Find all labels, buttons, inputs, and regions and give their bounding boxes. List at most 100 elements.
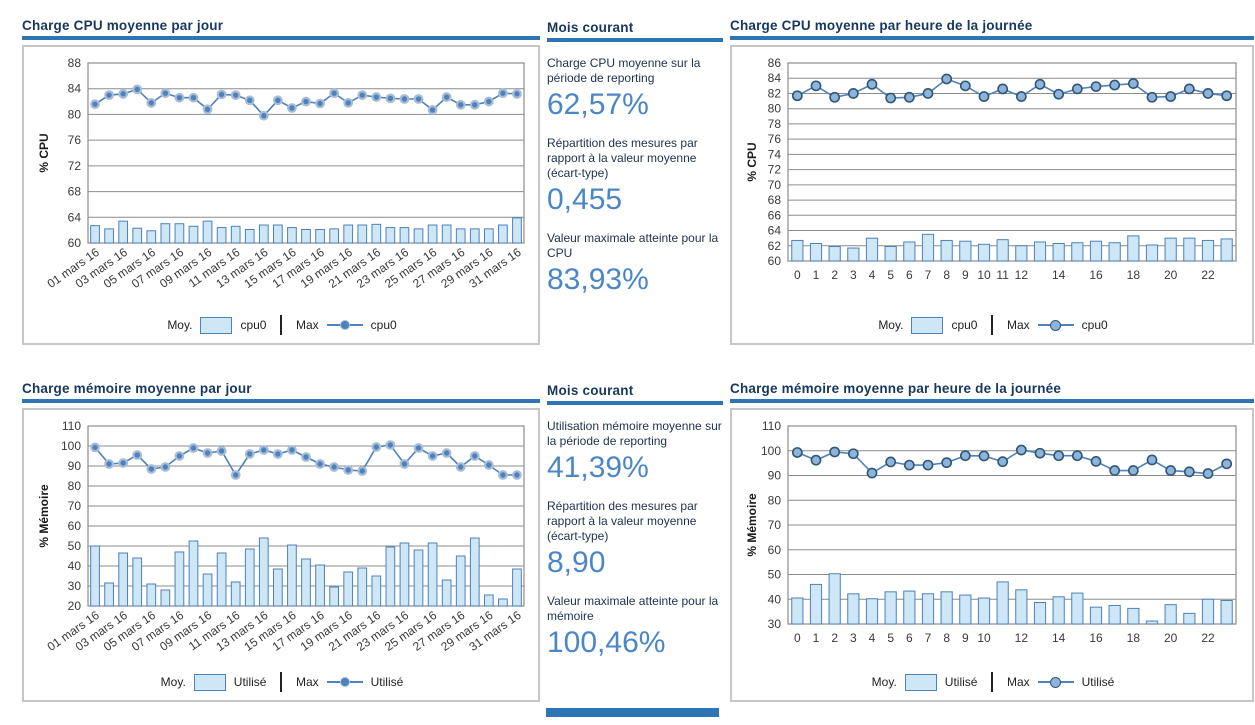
stat-value: 62,57% xyxy=(547,88,649,121)
section-cpu-hourly: Charge CPU moyenne par heure de la journ… xyxy=(730,18,1254,345)
svg-text:50: 50 xyxy=(68,539,82,553)
stat-label: Valeur maximale atteinte pour la mémoire xyxy=(547,594,719,623)
chart-box-cpu-daily: 60 64 68 72 76 80 84 88% CPU 01 mars 16 03 mars 1… xyxy=(22,45,540,345)
legend-avg-label: Moy. xyxy=(167,318,193,332)
section-cpu-daily: Charge CPU moyenne par jour 60 64 68 72 76 80… xyxy=(22,18,540,345)
svg-text:12: 12 xyxy=(1015,268,1029,282)
legend-max-series: Utilisé xyxy=(370,675,404,689)
svg-text:50: 50 xyxy=(768,568,782,582)
svg-text:110: 110 xyxy=(762,419,781,433)
legend-avg-series: Utilisé xyxy=(233,675,267,689)
legend-separator xyxy=(280,315,282,335)
legend-avg-series: Utilisé xyxy=(944,675,978,689)
legend-separator xyxy=(280,672,282,692)
chart-box-cpu-hourly: 60 62 64 66 68 70 72 74 76 78 80 82 84 86% CPU 0 1 2 3 4 5 6… xyxy=(730,45,1254,345)
svg-text:20: 20 xyxy=(68,599,82,613)
svg-text:18: 18 xyxy=(1127,631,1141,645)
svg-text:% Mémoire: % Mémoire xyxy=(745,493,759,557)
legend-max-label: Max xyxy=(295,675,319,689)
stats-panel-memory: Mois courant Utilisation mémoire moyenne… xyxy=(547,381,723,660)
stat-label: Charge CPU moyenne sur la période de rep… xyxy=(547,56,701,85)
svg-text:62: 62 xyxy=(768,239,782,253)
svg-text:84: 84 xyxy=(768,71,782,85)
svg-text:3: 3 xyxy=(850,268,857,282)
stats-title: Mois courant xyxy=(547,383,634,398)
svg-text:0: 0 xyxy=(794,631,801,645)
svg-text:14: 14 xyxy=(1052,631,1066,645)
svg-text:11: 11 xyxy=(996,268,1009,282)
svg-text:7: 7 xyxy=(925,631,932,645)
svg-text:60: 60 xyxy=(68,236,82,250)
title-underline xyxy=(730,399,1254,403)
cpu-row: Charge CPU moyenne par jour 60 64 68 72 76 80… xyxy=(0,0,1255,345)
svg-text:110: 110 xyxy=(62,419,81,433)
stat-memory-stddev: Répartition des mesures par rapport à la… xyxy=(547,499,723,580)
svg-text:6: 6 xyxy=(906,268,913,282)
svg-text:6: 6 xyxy=(906,631,913,645)
stat-label: Répartition des mesures par rapport à la… xyxy=(547,136,698,180)
stat-label: Répartition des mesures par rapport à la… xyxy=(547,499,698,543)
chart-box-memory-hourly: 30 40 50 60 70 80 90 100 110% Mémoire 0 1 2 3 4 5 6 7 8 9 1… xyxy=(730,408,1254,702)
title-underline xyxy=(730,36,1254,40)
next-section-underline-partial xyxy=(546,708,719,717)
svg-text:20: 20 xyxy=(1164,631,1178,645)
svg-text:76: 76 xyxy=(68,133,82,147)
stat-value: 41,39% xyxy=(547,451,649,484)
stats-header: Mois courant xyxy=(547,20,723,42)
stat-memory-max: Valeur maximale atteinte pour la mémoire… xyxy=(547,594,723,660)
line-swatch xyxy=(326,675,363,689)
svg-text:88: 88 xyxy=(68,56,82,70)
section-memory-hourly: Charge mémoire moyenne par heure de la j… xyxy=(730,381,1254,702)
svg-text:60: 60 xyxy=(768,254,782,268)
svg-text:86: 86 xyxy=(768,56,782,70)
svg-text:9: 9 xyxy=(962,268,969,282)
chart-legend: Moy. Utilisé Max Utilisé xyxy=(740,668,1246,694)
title-underline xyxy=(22,36,540,40)
svg-text:% CPU: % CPU xyxy=(37,133,51,172)
svg-text:18: 18 xyxy=(1127,268,1141,282)
svg-text:22: 22 xyxy=(1201,631,1215,645)
svg-text:0: 0 xyxy=(794,268,801,282)
svg-text:7: 7 xyxy=(925,268,932,282)
svg-text:74: 74 xyxy=(768,147,782,161)
section-header: Charge mémoire moyenne par jour xyxy=(22,381,540,403)
section-header: Charge CPU moyenne par heure de la journ… xyxy=(730,18,1254,40)
stat-value: 83,93% xyxy=(547,263,649,296)
svg-text:64: 64 xyxy=(768,224,782,238)
svg-text:10: 10 xyxy=(977,631,991,645)
section-memory-daily: Charge mémoire moyenne par jour 20 30 40 50… xyxy=(22,381,540,702)
marker-dot-icon xyxy=(1050,319,1062,331)
legend-separator xyxy=(991,672,993,692)
stats-title: Mois courant xyxy=(547,20,634,35)
title-underline xyxy=(22,399,540,403)
svg-text:% CPU: % CPU xyxy=(745,142,759,181)
bar-swatch xyxy=(193,673,226,691)
legend-max-label: Max xyxy=(295,318,319,332)
svg-text:3: 3 xyxy=(850,631,857,645)
svg-text:60: 60 xyxy=(768,543,782,557)
svg-text:2: 2 xyxy=(831,268,838,282)
svg-text:70: 70 xyxy=(768,518,782,532)
section-title-memory-daily: Charge mémoire moyenne par jour xyxy=(22,381,252,396)
svg-text:4: 4 xyxy=(869,268,876,282)
legend-avg-series: cpu0 xyxy=(951,318,978,332)
stats-panel-cpu: Mois courant Charge CPU moyenne sur la p… xyxy=(547,18,723,297)
legend-avg-series: cpu0 xyxy=(240,318,267,332)
marker-dot-icon xyxy=(339,677,350,687)
svg-text:40: 40 xyxy=(768,592,782,606)
svg-text:5: 5 xyxy=(887,268,894,282)
svg-text:84: 84 xyxy=(68,82,82,96)
marker-dot-icon xyxy=(1050,676,1062,688)
line-swatch xyxy=(326,318,363,332)
svg-text:16: 16 xyxy=(1089,268,1103,282)
chart-legend: Moy. Utilisé Max Utilisé xyxy=(32,668,532,694)
stat-cpu-average: Charge CPU moyenne sur la période de rep… xyxy=(547,56,723,122)
stat-cpu-stddev: Répartition des mesures par rapport à la… xyxy=(547,136,723,217)
legend-separator xyxy=(991,315,993,335)
svg-text:% Mémoire: % Mémoire xyxy=(37,484,51,548)
svg-text:72: 72 xyxy=(68,159,82,173)
svg-text:100: 100 xyxy=(761,444,781,458)
